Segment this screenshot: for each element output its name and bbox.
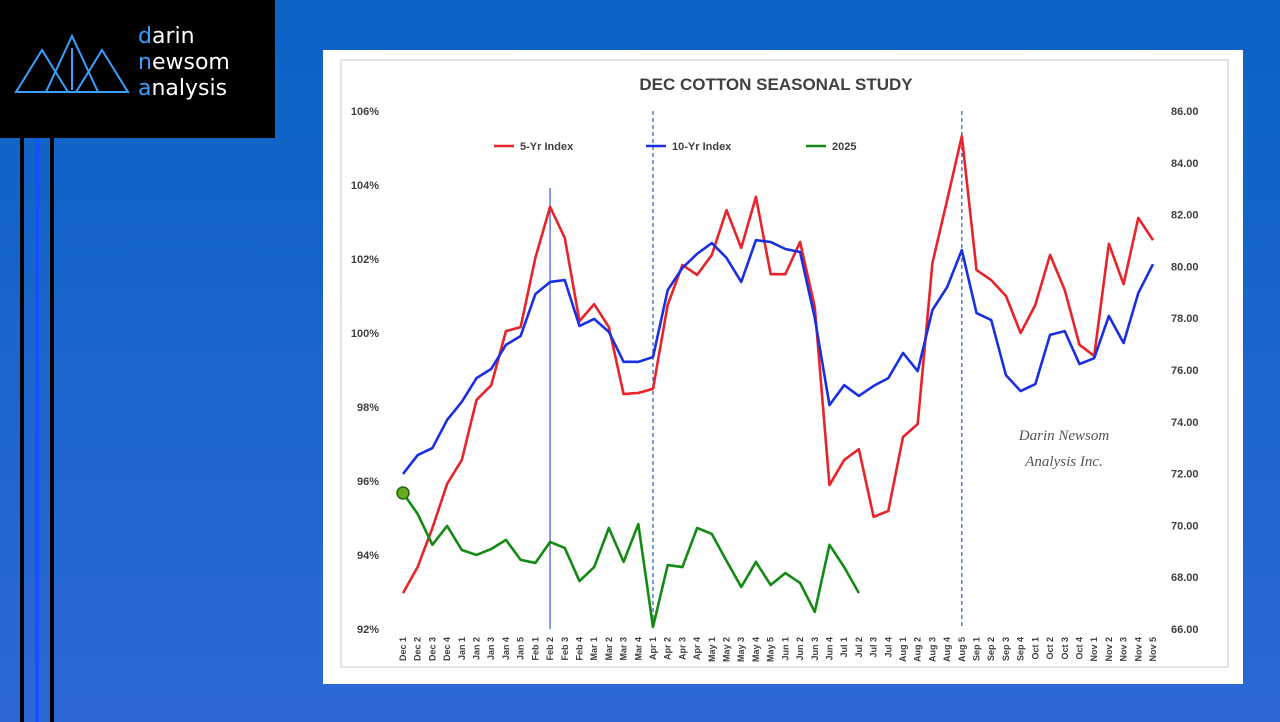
x-tick-label: Jul 1 (839, 637, 849, 658)
x-tick-label: Aug 4 (942, 637, 952, 662)
x-tick-label: Oct 4 (1074, 637, 1084, 660)
chart-border (340, 59, 1229, 668)
x-tick-label: May 4 (751, 637, 761, 662)
x-tick-label: Jun 4 (824, 637, 834, 661)
x-tick-label: Mar 3 (619, 637, 629, 661)
x-tick-label: Feb 3 (560, 637, 570, 661)
x-tick-label: Apr 2 (663, 637, 673, 660)
x-tick-label: May 5 (766, 637, 776, 662)
y-tick-label: 94% (357, 550, 379, 562)
decor-bar (35, 138, 39, 722)
logo-line: darin (138, 24, 195, 49)
legend-label: 5-Yr Index (520, 141, 574, 153)
x-tick-label: Jun 3 (810, 637, 820, 661)
x-tick-label: May 3 (736, 637, 746, 662)
x-tick-label: Aug 5 (957, 637, 967, 662)
x-tick-label: Oct 2 (1045, 637, 1055, 660)
x-tick-label: Jul 3 (869, 637, 879, 658)
series-line (401, 492, 861, 629)
y-tick-label: 98% (357, 402, 379, 414)
x-tick-label: Jun 1 (780, 637, 790, 661)
x-tick-label: Oct 1 (1030, 637, 1040, 660)
series-marker (396, 486, 410, 500)
x-tick-label: Mar 4 (633, 637, 643, 661)
legend-label: 10-Yr Index (672, 141, 732, 153)
y-tick-label: 104% (351, 180, 379, 192)
x-tick-label: Sep 2 (986, 637, 996, 661)
chart: DEC COTTON SEASONAL STUDY Darin Newsom A… (340, 59, 1229, 668)
y2-tick-label: 70.00 (1171, 520, 1199, 532)
x-tick-label: Oct 3 (1060, 637, 1070, 660)
x-tick-label: Feb 2 (545, 637, 555, 661)
x-tick-label: May 1 (707, 637, 717, 662)
y-tick-label: 100% (351, 328, 379, 340)
x-tick-label: Dec 3 (427, 637, 437, 661)
x-tick-label: Jan 1 (457, 637, 467, 660)
y2-tick-label: 82.00 (1171, 210, 1199, 222)
y2-tick-label: 66.00 (1171, 624, 1199, 636)
logo-line: newsom (138, 50, 230, 75)
series-line (401, 134, 1155, 594)
y2-tick-label: 84.00 (1171, 158, 1199, 170)
y-tick-label: 92% (357, 624, 379, 636)
watermark: Darin Newsom (1018, 428, 1110, 444)
y2-tick-label: 68.00 (1171, 572, 1199, 584)
y2-tick-label: 74.00 (1171, 417, 1199, 429)
x-tick-label: Aug 2 (913, 637, 923, 662)
x-tick-label: Jan 4 (501, 637, 511, 660)
x-tick-label: Mar 2 (604, 637, 614, 661)
logo-line: analysis (138, 76, 228, 101)
x-tick-label: Jan 2 (472, 637, 482, 660)
x-tick-label: Apr 1 (648, 637, 658, 660)
x-tick-label: Jun 2 (795, 637, 805, 661)
y-tick-label: 96% (357, 476, 379, 488)
x-tick-label: Nov 4 (1133, 637, 1143, 662)
x-tick-label: Jan 5 (516, 637, 526, 660)
x-tick-label: Sep 1 (972, 637, 982, 661)
chart-title: DEC COTTON SEASONAL STUDY (639, 75, 913, 94)
y2-tick-label: 80.00 (1171, 261, 1199, 273)
x-tick-label: Jul 2 (854, 637, 864, 658)
y-tick-label: 106% (351, 106, 379, 118)
x-tick-label: Sep 3 (1001, 637, 1011, 661)
y2-tick-label: 86.00 (1171, 106, 1199, 118)
x-tick-label: Aug 3 (927, 637, 937, 662)
logo: darin newsom analysis (0, 0, 275, 138)
x-tick-label: Jul 4 (883, 637, 893, 658)
legend-label: 2025 (832, 141, 856, 153)
x-tick-label: Nov 1 (1089, 637, 1099, 662)
x-tick-label: Dec 1 (398, 637, 408, 661)
x-tick-label: Aug 1 (898, 637, 908, 662)
x-tick-label: Nov 5 (1148, 637, 1158, 662)
x-tick-label: Sep 4 (1016, 637, 1026, 661)
x-tick-label: Mar 1 (589, 637, 599, 661)
x-tick-label: Feb 1 (530, 637, 540, 661)
x-tick-label: Dec 2 (413, 637, 423, 661)
y-tick-label: 102% (351, 254, 379, 266)
x-tick-label: Nov 2 (1104, 637, 1114, 662)
y2-tick-label: 72.00 (1171, 469, 1199, 481)
y2-tick-label: 78.00 (1171, 313, 1199, 325)
logo-text: darin newsom analysis (138, 24, 230, 102)
series-line (401, 238, 1155, 475)
decor-bar (20, 138, 24, 722)
y2-tick-label: 76.00 (1171, 365, 1199, 377)
logo-mark (14, 33, 130, 93)
x-tick-label: Nov 3 (1119, 637, 1129, 662)
watermark: Analysis Inc. (1024, 454, 1102, 470)
decor-bar (50, 138, 54, 722)
x-tick-label: Apr 3 (677, 637, 687, 660)
chart-frame: DEC COTTON SEASONAL STUDY Darin Newsom A… (323, 50, 1243, 684)
x-tick-label: Feb 4 (574, 637, 584, 661)
x-tick-label: Dec 4 (442, 637, 452, 661)
x-tick-label: Apr 4 (692, 637, 702, 660)
x-tick-label: May 2 (722, 637, 732, 662)
x-tick-label: Jan 3 (486, 637, 496, 660)
